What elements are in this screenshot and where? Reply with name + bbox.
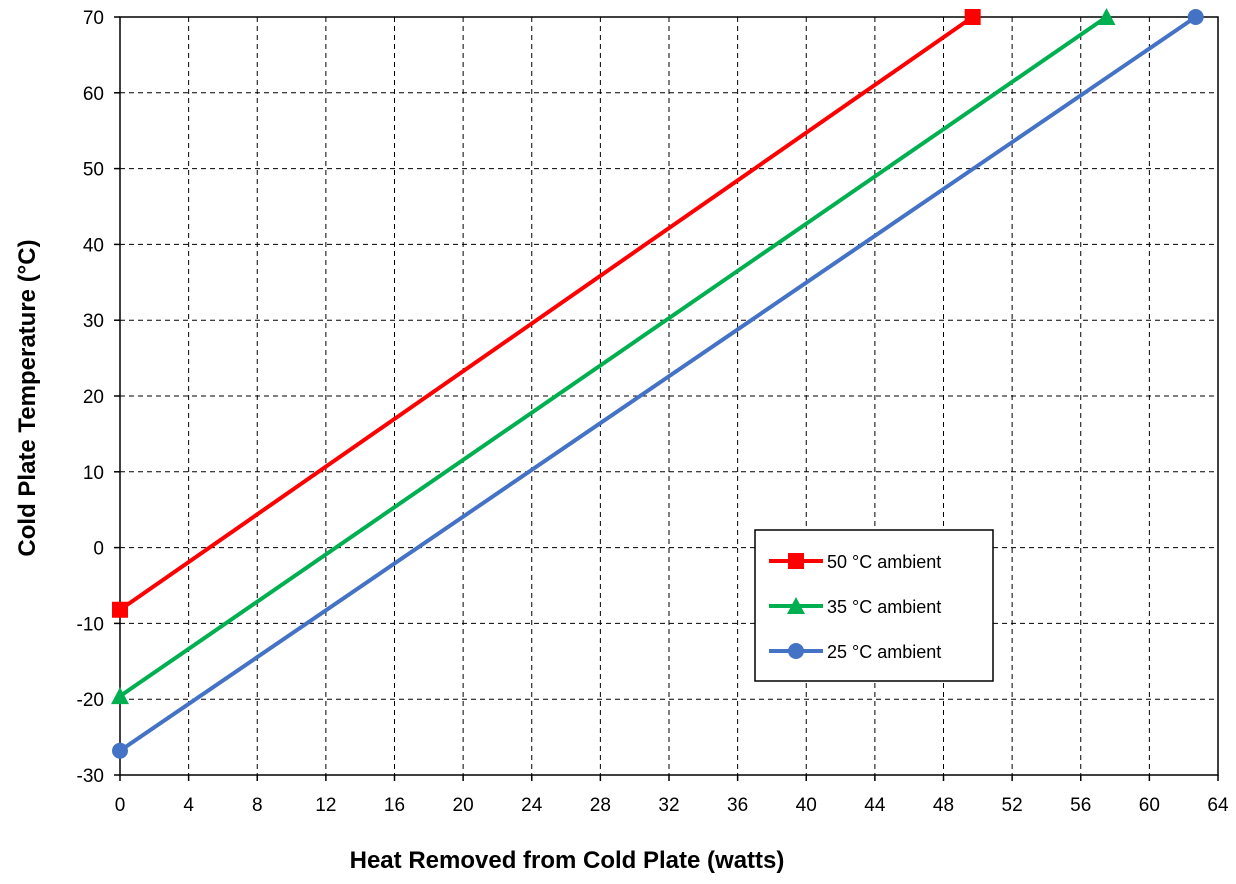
x-tick-label: 40 [796, 795, 817, 816]
y-tick-label: 30 [83, 311, 104, 332]
circle-marker [1187, 9, 1204, 25]
x-tick-label: 24 [521, 795, 543, 816]
y-tick-label: 20 [83, 387, 104, 408]
square-marker [964, 9, 981, 25]
series-line [118, 15, 974, 612]
y-axis-title: Cold Plate Temperature (°C) [14, 239, 41, 556]
x-tick-label: 60 [1139, 795, 1160, 816]
y-tick-label: 60 [83, 84, 104, 105]
x-tick-label: 12 [315, 795, 336, 816]
y-tick-label: -20 [77, 690, 104, 711]
x-tick-label: 52 [1002, 795, 1023, 816]
y-tick-label: 70 [83, 8, 104, 29]
series-group [111, 8, 1204, 759]
y-tick-label: 50 [83, 160, 104, 181]
circle-marker [112, 742, 128, 759]
legend-label: 35 °C ambient [827, 597, 941, 617]
y-tick-label: -30 [77, 766, 104, 787]
x-tick-label: 64 [1207, 795, 1229, 816]
series-2 [112, 9, 1204, 759]
x-tick-label: 16 [384, 795, 405, 816]
legend: 50 °C ambient 35 °C ambient 25 °C ambient [754, 529, 994, 682]
x-tick-label: 4 [183, 795, 194, 816]
x-tick-label: 0 [115, 795, 126, 816]
y-tick-label: 10 [83, 463, 104, 484]
legend-label: 25 °C ambient [827, 642, 941, 662]
x-tick-label: 56 [1070, 795, 1091, 816]
x-tick-label: 48 [933, 795, 954, 816]
square-marker [112, 601, 128, 618]
x-axis-ticks: 0 4 8 12 16 20 24 28 32 36 40 44 48 52 56 60 64 [115, 775, 1229, 816]
y-tick-label: -10 [77, 614, 104, 635]
x-tick-label: 8 [252, 795, 263, 816]
square-marker [788, 553, 804, 569]
circle-marker [788, 643, 804, 659]
series-0 [112, 9, 981, 618]
x-tick-label: 28 [590, 795, 611, 816]
x-tick-label: 36 [727, 795, 748, 816]
series-1 [111, 8, 1116, 705]
triangle-marker [1097, 8, 1116, 25]
x-tick-label: 32 [658, 795, 679, 816]
legend-label: 50 °C ambient [827, 552, 941, 572]
y-tick-label: 40 [83, 235, 104, 256]
x-tick-label: 20 [453, 795, 474, 816]
series-line [118, 15, 1197, 753]
x-tick-label: 44 [864, 795, 886, 816]
grid-lines [120, 17, 1218, 775]
triangle-marker [111, 687, 129, 705]
series-line [118, 15, 1108, 698]
triangle-marker [787, 597, 805, 614]
y-axis-ticks: -30 -20 -10 0 10 20 30 40 50 60 70 [77, 8, 120, 787]
y-tick-label: 0 [93, 539, 104, 560]
x-axis-title: Heat Removed from Cold Plate (watts) [350, 847, 785, 874]
